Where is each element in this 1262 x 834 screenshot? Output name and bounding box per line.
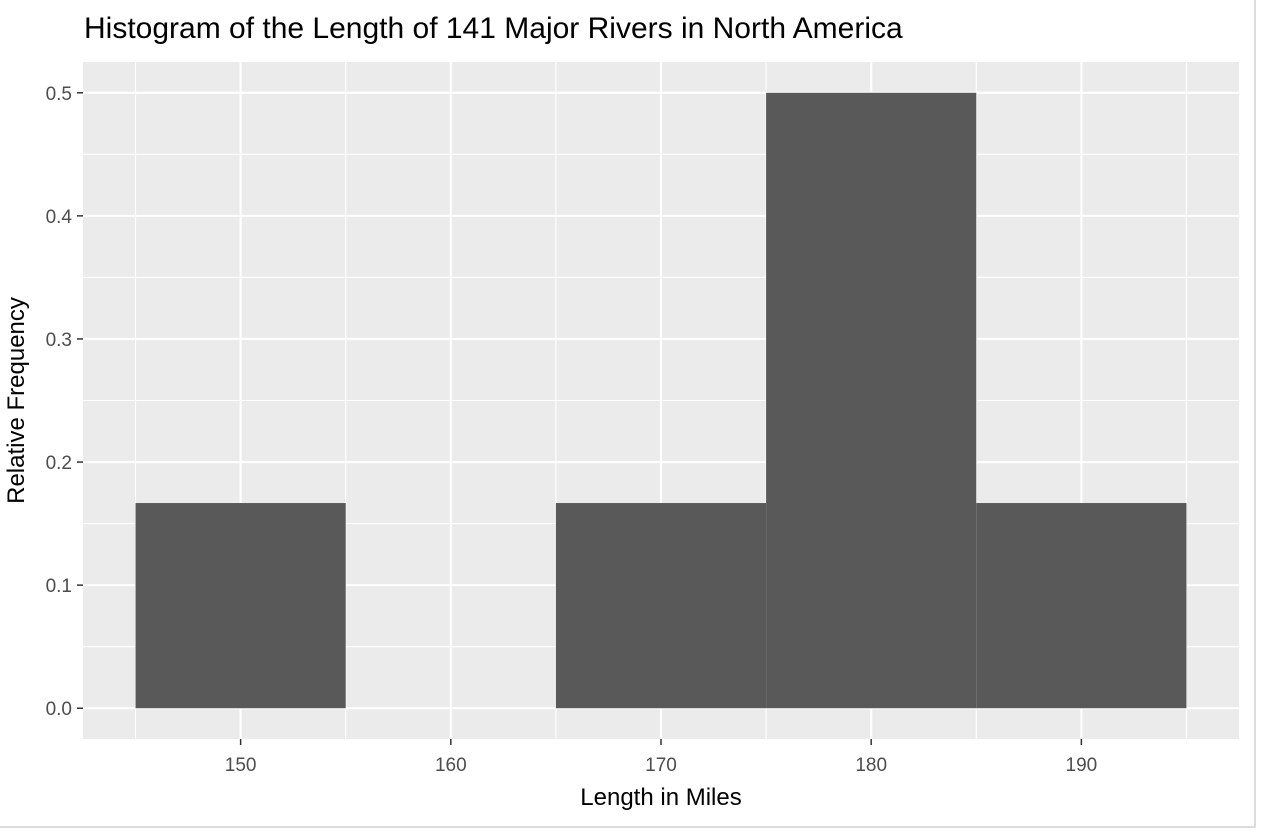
y-tick-label: 0.4	[46, 207, 73, 228]
x-tick-label: 190	[1066, 755, 1098, 776]
histogram-bar-0	[135, 503, 346, 709]
histogram-bar-4	[976, 503, 1187, 709]
x-tick-label: 150	[225, 755, 257, 776]
y-axis: 0.0 0.1 0.2 0.3 0.4 0.5	[46, 84, 83, 720]
x-tick-label: 170	[645, 755, 677, 776]
y-tick-label: 0.5	[46, 84, 72, 105]
x-tick-label: 160	[435, 755, 467, 776]
y-tick-label: 0.2	[46, 453, 72, 474]
chart-title: Histogram of the Length of 141 Major Riv…	[84, 12, 903, 45]
y-tick-label: 0.3	[46, 330, 72, 351]
x-axis: 150 160 170 180 190	[225, 739, 1097, 776]
histogram-bars	[135, 92, 1187, 709]
histogram-bar-3	[766, 92, 977, 709]
x-axis-title: Length in Miles	[580, 784, 741, 811]
y-tick-label: 0.1	[46, 576, 72, 597]
histogram-bar-2	[555, 503, 767, 709]
y-tick-label: 0.0	[46, 699, 72, 720]
x-tick-label: 180	[855, 755, 887, 776]
y-axis-title: Relative Frequency	[3, 297, 30, 504]
